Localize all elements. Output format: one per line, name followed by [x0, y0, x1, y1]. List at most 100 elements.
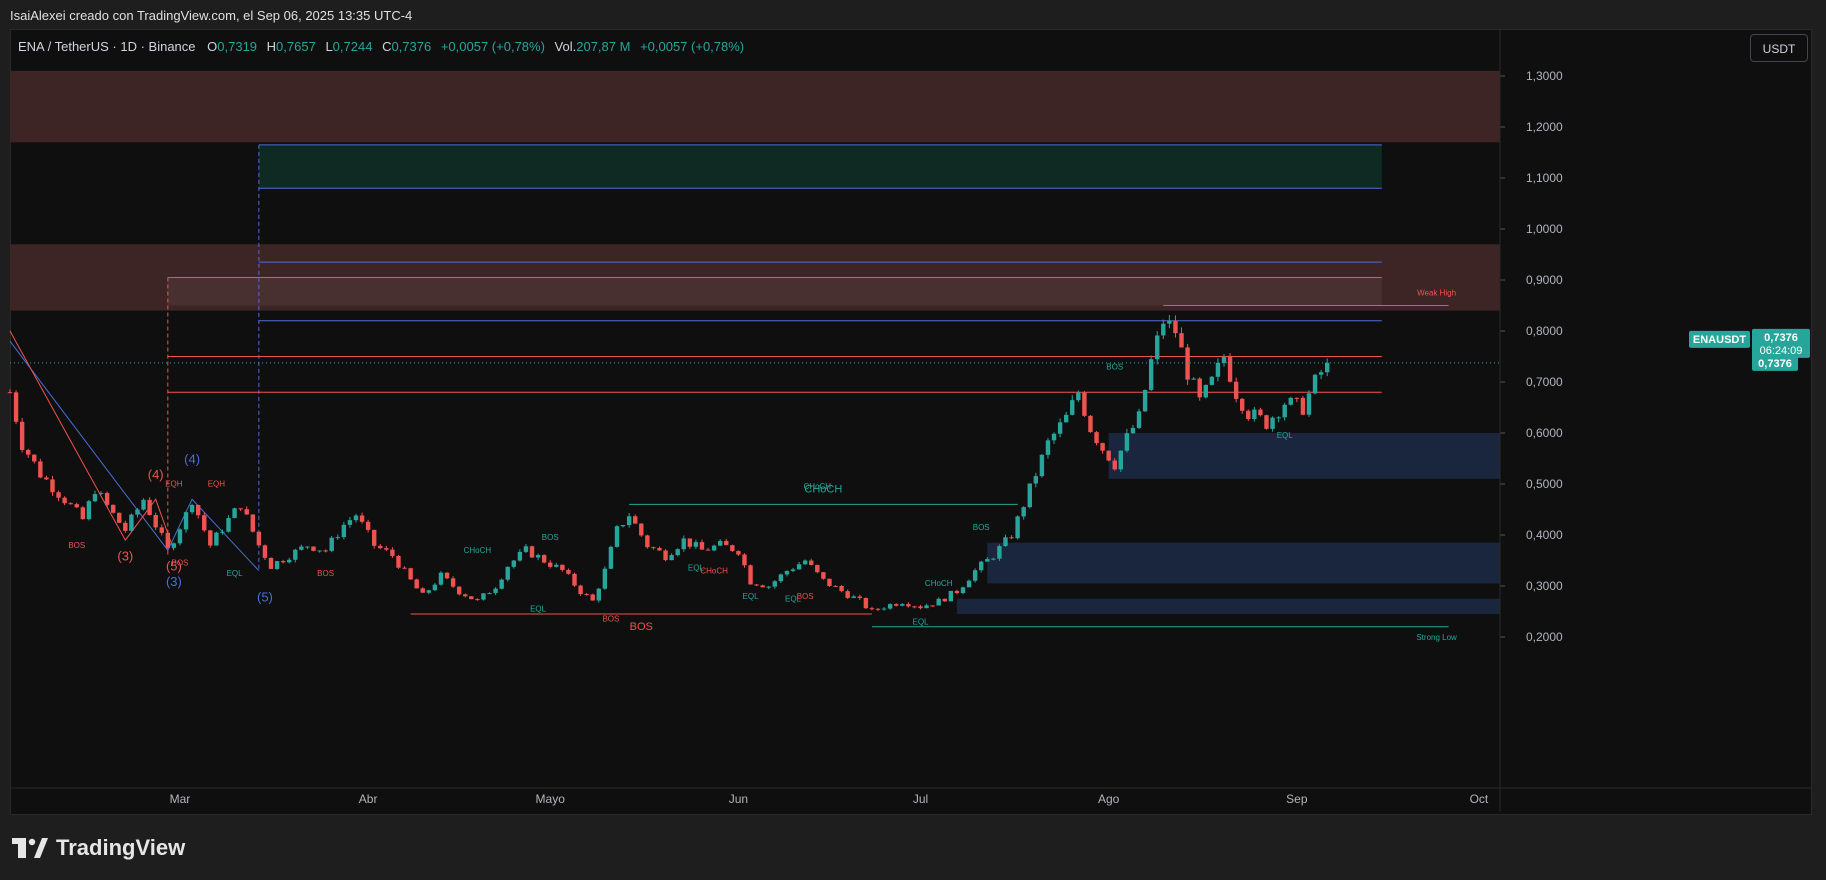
tradingview-brand: TradingView — [12, 835, 185, 861]
candle-body-143 — [875, 608, 881, 610]
candle-body-81 — [499, 579, 504, 589]
candle-body-38 — [238, 508, 243, 510]
zone-target-2 — [258, 144, 1382, 189]
time-axis-tick-7: Oct — [1470, 792, 1489, 806]
wave-line-blue — [9, 340, 260, 572]
candle-body-64 — [396, 555, 401, 568]
close-label: C — [382, 39, 392, 54]
candle-body-183 — [1118, 450, 1124, 470]
annotation-12: CHoCH — [464, 546, 492, 555]
symbol-badge-bg — [1689, 330, 1750, 348]
price-axis-tick-1: 1,2000 — [1526, 120, 1563, 134]
candle-body-4 — [32, 454, 37, 462]
candle-body-46 — [287, 559, 292, 563]
candle-body-102 — [626, 516, 632, 526]
time-axis-tick-4: Jul — [913, 792, 928, 806]
candle-body-199 — [1215, 362, 1221, 377]
level-label-6: CHoCH — [804, 483, 842, 495]
candle-body-19 — [123, 522, 128, 531]
candle-body-79 — [487, 593, 492, 595]
candle-body-9 — [62, 497, 67, 504]
candle-body-108 — [663, 550, 668, 561]
candle-body-3 — [26, 449, 31, 455]
price-axis-tick-11: 0,2000 — [1526, 630, 1563, 644]
candle-body-24 — [153, 515, 158, 528]
candle-body-17 — [110, 504, 116, 513]
candle-body-124 — [760, 585, 765, 588]
currency-button[interactable]: USDT — [1750, 34, 1808, 62]
candle-body-119 — [730, 545, 735, 552]
candle-body-36 — [226, 518, 231, 532]
high-label: H — [266, 39, 277, 54]
candle-body-166 — [1015, 516, 1020, 539]
candle-body-109 — [669, 555, 674, 561]
candle-body-194 — [1185, 347, 1190, 380]
candle-body-157 — [960, 587, 966, 594]
candle-body-204 — [1246, 410, 1251, 419]
attribution-text: IsaiAlexei creado con TradingView.com, e… — [10, 8, 413, 23]
candle-body-180 — [1100, 443, 1105, 451]
price-axis-tick-5: 0,8000 — [1526, 324, 1563, 338]
candle-body-44 — [274, 561, 280, 569]
annotation-10: EQL — [227, 569, 244, 578]
level-label-4: Weak High — [1417, 289, 1456, 298]
symbol-label[interactable]: ENA / TetherUS · 1D · Binance — [18, 39, 196, 54]
candle-body-164 — [1003, 537, 1008, 547]
candle-body-208 — [1270, 417, 1275, 429]
candle-body-110 — [675, 549, 680, 556]
candle-body-57 — [353, 515, 359, 521]
candle-body-137 — [839, 585, 844, 592]
candle-body-201 — [1227, 357, 1233, 382]
candle-body-139 — [851, 596, 856, 598]
candle-body-151 — [924, 605, 929, 609]
candle-body-189 — [1155, 335, 1160, 360]
candle-body-115 — [705, 549, 711, 551]
candle-body-177 — [1082, 392, 1087, 416]
candle-body-67 — [414, 579, 419, 589]
candle-body-93 — [572, 573, 577, 586]
candle-body-197 — [1203, 384, 1208, 398]
candle-body-13 — [86, 501, 92, 520]
candle-body-117 — [717, 540, 723, 546]
candle-body-31 — [195, 505, 201, 516]
candle-body-107 — [657, 547, 662, 551]
high-value: 0,7657 — [276, 39, 316, 54]
candle-body-148 — [906, 604, 911, 607]
time-axis-tick-5: Ago — [1098, 792, 1120, 806]
candle-body-153 — [936, 598, 941, 606]
candles — [7, 315, 1330, 612]
candle-body-11 — [74, 504, 79, 508]
candle-body-213 — [1300, 397, 1306, 415]
candle-body-188 — [1148, 359, 1154, 390]
price-axis-tick-8: 0,5000 — [1526, 477, 1563, 491]
candle-body-215 — [1312, 374, 1318, 394]
candle-body-154 — [942, 598, 947, 602]
candle-body-49 — [305, 546, 310, 548]
candle-body-167 — [1021, 507, 1026, 517]
candle-body-179 — [1094, 432, 1099, 444]
candle-body-101 — [620, 525, 626, 527]
candle-body-45 — [280, 561, 286, 563]
candle-body-15 — [98, 493, 104, 495]
candle-body-30 — [189, 505, 195, 513]
time-axis-tick-1: Abr — [359, 792, 378, 806]
candle-body-122 — [748, 565, 753, 585]
candle-body-158 — [966, 580, 972, 588]
candle-body-22 — [141, 499, 146, 510]
candle-body-150 — [918, 606, 923, 609]
candle-body-159 — [972, 570, 978, 581]
candle-body-68 — [420, 588, 425, 593]
candle-body-113 — [693, 542, 699, 547]
low-value: 0,7244 — [332, 39, 373, 54]
zone-demand-5 — [956, 598, 1500, 615]
last-price-symbol-badge: ENAUSDT — [1689, 330, 1750, 348]
candle-body-51 — [317, 550, 322, 552]
annotation-17: CHoCH — [700, 566, 728, 575]
candle-body-91 — [560, 564, 565, 570]
annotation-15: BOS — [602, 615, 619, 624]
candle-body-92 — [566, 569, 571, 574]
candle-body-155 — [948, 590, 954, 602]
candle-body-131 — [802, 560, 808, 565]
candle-body-96 — [590, 594, 595, 601]
